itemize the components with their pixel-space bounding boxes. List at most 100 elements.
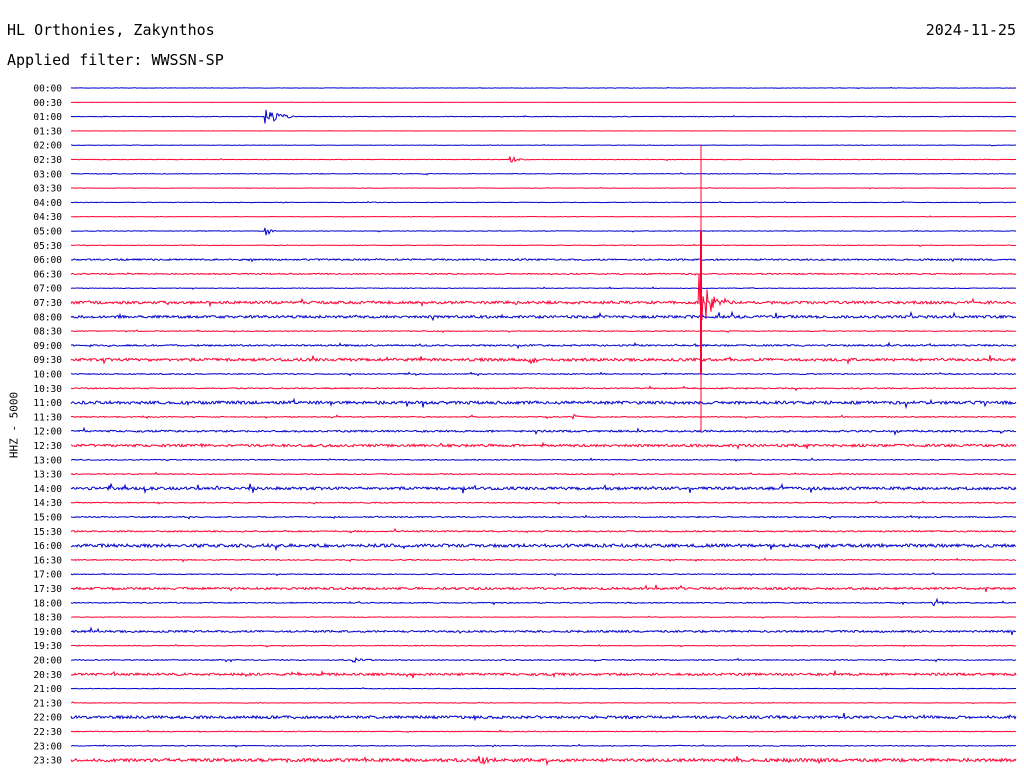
row-time-label: 21:00: [33, 684, 62, 695]
trace-1300: [70, 457, 1017, 462]
trace-2300: [70, 743, 1017, 748]
row-time-label: 10:00: [33, 370, 62, 381]
trace-0330: [70, 186, 1017, 190]
row-time-label: 12:00: [33, 427, 62, 438]
trace-1230: [70, 441, 1017, 450]
trace-2000: [70, 657, 1017, 664]
row-time-label: 23:30: [33, 756, 62, 767]
row-time-label: 08:00: [33, 312, 62, 323]
trace-1530: [70, 528, 1017, 534]
row-time-label: 11:00: [33, 398, 62, 409]
trace-0800: [70, 310, 1017, 322]
row-time-label: 12:30: [33, 441, 62, 452]
trace-2330: [70, 755, 1017, 767]
trace-1100: [70, 397, 1017, 410]
trace-0630: [70, 272, 1017, 276]
row-time-label: 18:30: [33, 613, 62, 624]
row-time-label: 14:00: [33, 484, 62, 495]
trace-1930: [70, 644, 1017, 648]
row-time-label: 19:00: [33, 627, 62, 638]
row-time-label: 08:30: [33, 327, 62, 338]
row-time-label: 19:30: [33, 641, 62, 652]
filter-label: Applied filter: WWSSN-SP: [7, 51, 224, 69]
trace-2230: [70, 729, 1017, 734]
row-time-label: 23:00: [33, 741, 62, 752]
trace-2200: [70, 712, 1017, 722]
trace-0730: [70, 274, 1017, 321]
trace-0400: [70, 200, 1017, 204]
trace-0300: [70, 172, 1017, 176]
row-time-label: 13:30: [33, 470, 62, 481]
trace-2100: [70, 687, 1017, 690]
trace-1200: [70, 426, 1017, 436]
row-time-label: 10:30: [33, 384, 62, 395]
trace-0530: [70, 243, 1017, 247]
row-time-label: 20:00: [33, 656, 62, 667]
row-time-label: 18:00: [33, 598, 62, 609]
trace-1730: [70, 584, 1017, 593]
row-time-label: 04:00: [33, 198, 62, 209]
trace-0930: [70, 354, 1017, 365]
trace-1600: [70, 542, 1017, 552]
trace-1130: [70, 413, 1017, 421]
row-time-label: 07:30: [33, 298, 62, 309]
row-time-label: 04:30: [33, 212, 62, 223]
trace-0600: [70, 257, 1017, 263]
row-time-label: 01:00: [33, 112, 62, 123]
row-time-label: 05:00: [33, 227, 62, 238]
date-label: 2024-11-25: [925, 21, 1016, 39]
trace-1000: [70, 371, 1017, 377]
trace-1500: [70, 514, 1017, 520]
row-time-label: 21:30: [33, 698, 62, 709]
trace-1830: [70, 615, 1017, 619]
trace-1400: [70, 482, 1017, 495]
trace-0230: [70, 156, 1017, 163]
trace-0000: [70, 86, 1017, 90]
row-time-label: 03:30: [33, 184, 62, 195]
trace-0900: [70, 341, 1017, 350]
row-time-label: 13:00: [33, 455, 62, 466]
row-time-label: 16:00: [33, 541, 62, 552]
row-time-label: 02:00: [33, 141, 62, 152]
row-time-label: 17:30: [33, 584, 62, 595]
trace-1330: [70, 471, 1017, 476]
row-time-label: 00:30: [33, 98, 62, 109]
row-time-label: 05:30: [33, 241, 62, 252]
row-time-label: 06:30: [33, 269, 62, 280]
trace-1430: [70, 500, 1017, 505]
trace-0030: [70, 101, 1017, 104]
trace-2130: [70, 701, 1017, 705]
row-time-label: 07:00: [33, 284, 62, 295]
trace-1700: [70, 572, 1017, 577]
row-time-label: 22:30: [33, 727, 62, 738]
trace-0200: [70, 144, 1017, 147]
trace-0430: [70, 215, 1017, 218]
row-time-label: 00:00: [33, 84, 62, 95]
station-title: HL Orthonies, Zakynthos: [7, 21, 215, 39]
trace-1900: [70, 626, 1017, 636]
row-time-label: 11:30: [33, 412, 62, 423]
row-time-label: 09:30: [33, 355, 62, 366]
row-time-label: 01:30: [33, 126, 62, 137]
row-time-label: 14:30: [33, 498, 62, 509]
trace-2030: [70, 669, 1017, 679]
row-time-label: 03:00: [33, 169, 62, 180]
trace-1030: [70, 385, 1017, 392]
trace-0130: [70, 130, 1017, 132]
row-time-label: 16:30: [33, 555, 62, 566]
trace-0100: [70, 109, 1017, 124]
trace-0500: [70, 227, 1017, 236]
trace-0700: [70, 286, 1017, 290]
row-time-label: 17:00: [33, 570, 62, 581]
row-time-label: 15:00: [33, 513, 62, 524]
row-time-label: 02:30: [33, 155, 62, 166]
trace-1800: [70, 597, 1017, 607]
row-time-label: 15:30: [33, 527, 62, 538]
row-time-label: 09:00: [33, 341, 62, 352]
trace-1630: [70, 557, 1016, 563]
row-time-label: 06:00: [33, 255, 62, 266]
trace-0830: [70, 329, 1017, 334]
row-time-label: 20:30: [33, 670, 62, 681]
row-time-label: 22:00: [33, 713, 62, 724]
